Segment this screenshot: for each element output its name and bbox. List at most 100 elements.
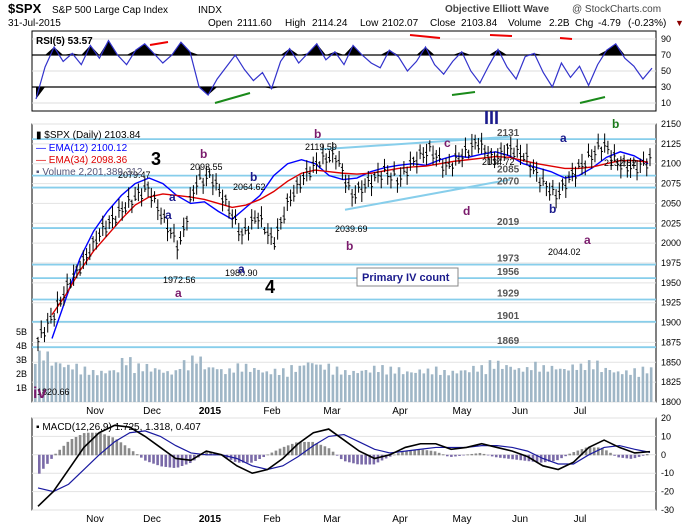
volume-bar (323, 369, 326, 402)
macd-histogram-bar (380, 454, 384, 461)
volume-bar (290, 365, 293, 402)
trend-line (344, 178, 511, 211)
volume-bar (459, 370, 463, 402)
price-panel: 1800 1825 1850 1875 1900 1925 1950 1975 2000 2025… (16, 108, 681, 407)
rsi-divergence-line (214, 92, 251, 104)
macd-histogram-bar (266, 454, 270, 456)
macd-histogram-bar (360, 454, 363, 465)
volume-bar (608, 370, 612, 402)
volume-bar (476, 371, 479, 402)
volume-bar (248, 371, 252, 402)
volume-bar (352, 370, 355, 402)
macd-histogram-bar (152, 454, 155, 464)
x-label-price: Apr (392, 406, 408, 417)
macd-histogram-bar (119, 442, 123, 456)
macd-histogram-bar (429, 450, 433, 456)
volume-bar (620, 374, 624, 402)
level-label: 1901 (497, 311, 520, 322)
macd-histogram-bar (384, 454, 388, 459)
wave-label: a (584, 233, 591, 247)
macd-histogram-bar (470, 453, 474, 456)
volume-bar (641, 366, 645, 402)
macd-histogram-bar (637, 454, 641, 457)
volume-bar (137, 363, 140, 402)
macd-histogram-bar (409, 450, 412, 456)
price-label: 1820.66 (37, 387, 70, 397)
ohlc-readout: Open 2111.60 High 2114.24 Low 2102.07 Cl… (208, 18, 684, 29)
macd-histogram-bar (160, 454, 163, 467)
volume-bar (534, 361, 537, 402)
macd-histogram-bar (372, 454, 376, 465)
rsi-tick-label: 90 (661, 34, 671, 44)
macd-histogram-bar (70, 438, 74, 456)
legend-volume: ▪ Volume 2,201,389,312 (36, 167, 143, 178)
volume-bar (286, 376, 289, 402)
wave-label: b (612, 117, 619, 131)
volume-bar (616, 371, 620, 402)
volume-bar (104, 373, 107, 402)
volume-bar (612, 372, 616, 402)
price-label: 2093.55 (190, 162, 223, 172)
macd-histogram-bar (95, 432, 98, 456)
macd-histogram-bar (494, 454, 498, 458)
macd-histogram-bar (511, 454, 514, 460)
macd-histogram-bar (99, 432, 102, 456)
price-tick-label: 1875 (661, 337, 681, 347)
volume-tick-label: 4B (16, 341, 27, 351)
price-label: 2134.72 (482, 157, 515, 167)
macd-histogram-bar (474, 453, 478, 456)
macd-histogram-bar (584, 447, 588, 456)
macd-histogram-bar (441, 454, 445, 456)
volume-bars (34, 350, 653, 402)
volume-label: Volume (508, 18, 542, 29)
macd-histogram-bar (592, 447, 596, 456)
macd-histogram-bar (507, 454, 510, 459)
macd-histogram-bar (580, 449, 584, 456)
wave-label: b (549, 202, 556, 216)
rsi-axis: 10 30 50 70 90 (661, 34, 671, 108)
volume-bar (381, 365, 384, 402)
volume-bar (141, 371, 145, 402)
wave-label: a (165, 208, 172, 222)
macd-histogram-bar (176, 454, 180, 468)
volume-bar (488, 360, 492, 402)
macd-histogram-bar (38, 454, 41, 474)
volume-bar (112, 370, 116, 402)
volume-bar (434, 366, 438, 402)
volume-bar (492, 368, 496, 402)
macd-histogram-bar (115, 439, 119, 456)
volume-bar (546, 371, 550, 402)
rsi-overbought-fill (36, 40, 652, 55)
macd-histogram-bar (262, 454, 265, 458)
level-label: 2019 (497, 217, 520, 228)
volume-bar (558, 368, 562, 402)
rsi-divergence-line (451, 91, 476, 96)
volume-bar (587, 360, 591, 402)
level-label: 2070 (497, 177, 520, 188)
macd-histogram-bar (270, 452, 274, 456)
volume-bar (277, 374, 281, 402)
volume-bar (257, 369, 260, 402)
volume-bar (108, 370, 111, 402)
wave-label: b (250, 170, 257, 184)
volume-bar (426, 368, 430, 402)
volume-bar (191, 355, 194, 402)
volume-bar (397, 367, 401, 402)
volume-bar (215, 369, 219, 402)
macd-tick-label: 0 (661, 450, 666, 460)
volume-bar (542, 365, 545, 402)
wave-label: b (346, 239, 353, 253)
level-label: 1973 (497, 254, 520, 265)
volume-bar (480, 365, 483, 402)
volume-bar (484, 374, 488, 402)
volume-bar (550, 365, 554, 402)
volume-bar (315, 364, 318, 402)
macd-histogram-bar (629, 454, 633, 459)
chart-date: 31-Jul-2015 (8, 18, 61, 29)
volume-bar (79, 374, 83, 402)
wave-label: a (238, 262, 245, 276)
volume-bar (178, 368, 182, 402)
wave-label: a (169, 190, 176, 204)
macd-histogram-bar (568, 453, 571, 456)
wave-label: a (560, 131, 567, 145)
